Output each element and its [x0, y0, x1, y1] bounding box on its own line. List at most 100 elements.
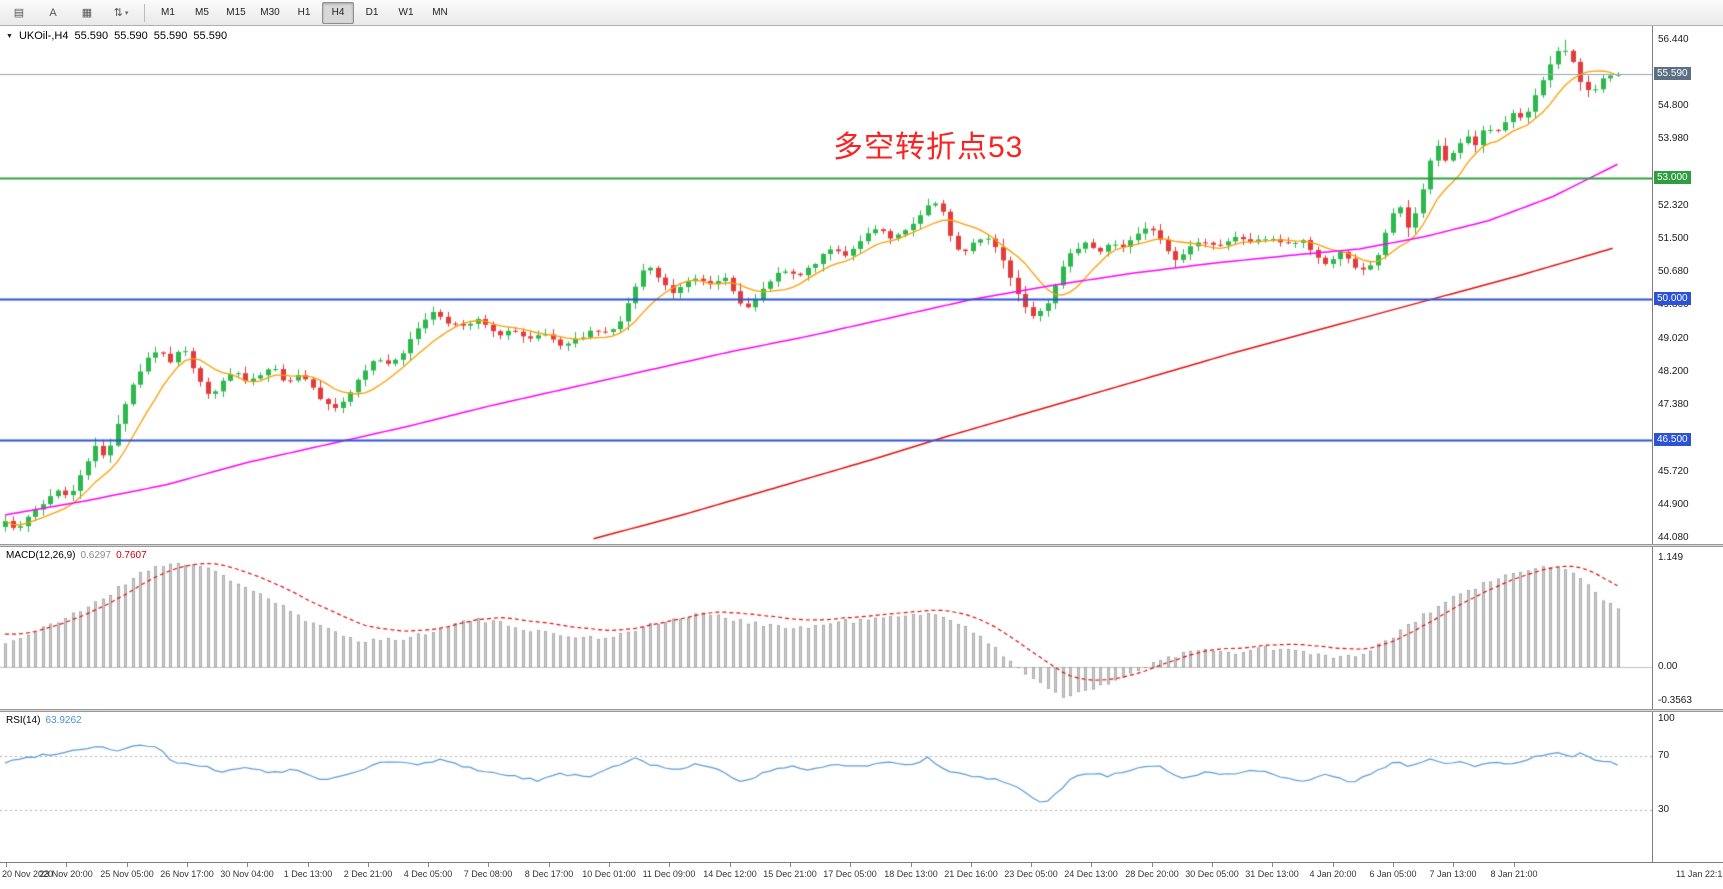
time-label: 4 Jan 20:00 — [1309, 869, 1357, 879]
time-label: 7 Dec 08:00 — [463, 869, 513, 879]
timeframe-d1[interactable]: D1 — [365, 7, 379, 18]
macd-panel: 1.149 0.00 -0.3563 MACD(12,26,9) 0.6297 0.… — [0, 547, 1723, 709]
rsi-tick: 70 — [1658, 749, 1670, 761]
time-label: 8 Jan 21:00 — [1490, 869, 1538, 879]
time-label-corner: 11 Jan 22:15 — [1676, 869, 1723, 879]
ohlc-low: 55.590 — [153, 30, 188, 42]
price-level-label-55.590: 55.590 — [1654, 66, 1691, 80]
price-tick: 53.980 — [1658, 132, 1689, 144]
ohlc-open: 55.590 — [74, 30, 109, 42]
time-label: 31 Dec 13:00 — [1245, 869, 1299, 879]
rsi-label: RSI(14) 63.9262 — [6, 715, 82, 726]
time-tick-mark — [1333, 863, 1334, 867]
price-axis[interactable]: 56.44054.80053.98052.32051.50050.68049.8… — [1652, 26, 1723, 544]
chart-header: ▼ UKOil-,H4 55.590 55.590 55.590 55.590 — [6, 30, 227, 42]
price-tick: 50.680 — [1658, 265, 1689, 277]
time-label: 10 Dec 01:00 — [582, 869, 636, 879]
time-label: 30 Dec 05:00 — [1185, 869, 1239, 879]
time-tick-mark — [669, 863, 670, 867]
timeframe-h4[interactable]: H4 — [322, 1, 354, 24]
time-label: 17 Dec 05:00 — [823, 869, 877, 879]
timeframe-m1[interactable]: M1 — [161, 7, 175, 18]
rsi-axis[interactable]: 100 70 30 — [1652, 712, 1723, 862]
price-tick: 44.080 — [1658, 531, 1689, 543]
time-label: 15 Dec 21:00 — [763, 869, 817, 879]
chart-tools-dropdown[interactable]: ⇅ ▾ — [113, 7, 129, 19]
main-chart-panel: 56.44054.80053.98052.32051.50050.68049.8… — [0, 26, 1723, 544]
time-tick-mark — [549, 863, 550, 867]
time-label: 25 Nov 05:00 — [100, 869, 154, 879]
time-tick-mark — [127, 863, 128, 867]
time-label: 7 Jan 13:00 — [1429, 869, 1477, 879]
time-label: 6 Jan 05:00 — [1369, 869, 1417, 879]
time-tick-mark — [971, 863, 972, 867]
time-tick-mark — [66, 863, 67, 867]
rsi-canvas[interactable] — [0, 712, 1652, 862]
time-axis[interactable]: 20 Nov 2020 23 Nov 20:00 25 Nov 05:00 26 No… — [0, 862, 1723, 889]
macd-axis[interactable]: 1.149 0.00 -0.3563 — [1652, 547, 1723, 709]
time-tick-mark — [609, 863, 610, 867]
time-label: 4 Dec 05:00 — [403, 869, 453, 879]
toolbar: ▤ A ▦ ⇅ ▾ M1 M5 M15 M30 H1 H4 D1 W1 MN — [0, 0, 1723, 26]
timeframe-m5[interactable]: M5 — [195, 7, 209, 18]
time-label: 2 Dec 21:00 — [343, 869, 393, 879]
new-order-icon[interactable]: ▤ — [13, 7, 25, 19]
annotation-text: 多空转折点53 — [833, 131, 1024, 164]
price-tick: 51.500 — [1658, 232, 1689, 244]
time-label: 18 Dec 13:00 — [884, 869, 938, 879]
macd-name: MACD(12,26,9) — [6, 550, 76, 561]
price-level-label-46.500: 46.500 — [1654, 433, 1691, 447]
price-tick: 45.720 — [1658, 465, 1689, 477]
macd-tick: 0.00 — [1658, 661, 1678, 673]
rsi-tick: 100 — [1658, 713, 1675, 724]
price-level-label-53.000: 53.000 — [1654, 171, 1691, 185]
panel-divider-2[interactable] — [0, 709, 1723, 712]
rsi-name: RSI(14) — [6, 715, 41, 726]
macd-signal-value: 0.7607 — [116, 550, 147, 561]
time-label: 1 Dec 13:00 — [283, 869, 333, 879]
price-tick: 56.440 — [1658, 33, 1689, 45]
time-label: 21 Dec 16:00 — [944, 869, 998, 879]
ohlc-close: 55.590 — [193, 30, 228, 42]
timeframe-h1[interactable]: H1 — [297, 7, 311, 18]
time-tick-mark — [1152, 863, 1153, 867]
price-tick: 49.020 — [1658, 332, 1689, 344]
cursor-tool[interactable]: A — [49, 6, 57, 19]
time-tick-mark — [1514, 863, 1515, 867]
time-tick-mark — [730, 863, 731, 867]
price-chart-canvas[interactable] — [0, 26, 1652, 544]
time-tick-mark — [6, 863, 7, 867]
time-tick-mark — [790, 863, 791, 867]
time-label: 28 Dec 20:00 — [1125, 869, 1179, 879]
macd-tick: 1.149 — [1658, 551, 1684, 563]
time-tick-mark — [488, 863, 489, 867]
timeframe-m15[interactable]: M15 — [226, 7, 246, 18]
timeframe-w1[interactable]: W1 — [398, 7, 414, 18]
time-tick-mark — [247, 863, 248, 867]
macd-canvas[interactable] — [0, 547, 1652, 709]
rsi-tick: 30 — [1658, 804, 1670, 816]
time-label: 23 Dec 05:00 — [1004, 869, 1058, 879]
time-label: 20 Nov 2020 — [2, 869, 54, 879]
macd-label: MACD(12,26,9) 0.6297 0.7607 — [6, 550, 147, 561]
price-level-label-50.000: 50.000 — [1654, 292, 1691, 306]
macd-main-value: 0.6297 — [80, 550, 112, 561]
price-tick: 44.900 — [1658, 498, 1689, 510]
timeframe-mn[interactable]: MN — [432, 7, 448, 18]
chart-window-icon[interactable]: ▦ — [81, 7, 93, 19]
ohlc-high: 55.590 — [114, 30, 148, 42]
time-tick-mark — [850, 863, 851, 867]
price-tick: 47.380 — [1658, 398, 1689, 410]
macd-tick: -0.3563 — [1658, 695, 1692, 707]
time-label: 23 Nov 20:00 — [39, 869, 93, 879]
symbol-timeframe-label: UKOil-,H4 — [18, 30, 69, 42]
time-tick-mark — [1453, 863, 1454, 867]
toolbar-separator — [144, 3, 145, 22]
panel-divider-1[interactable] — [0, 544, 1723, 547]
time-tick-mark — [911, 863, 912, 867]
price-tick: 52.320 — [1658, 199, 1689, 211]
collapse-arrow-icon[interactable]: ▼ — [6, 32, 13, 40]
time-label: 8 Dec 17:00 — [524, 869, 574, 879]
time-tick-mark — [1272, 863, 1273, 867]
timeframe-m30[interactable]: M30 — [260, 7, 280, 18]
